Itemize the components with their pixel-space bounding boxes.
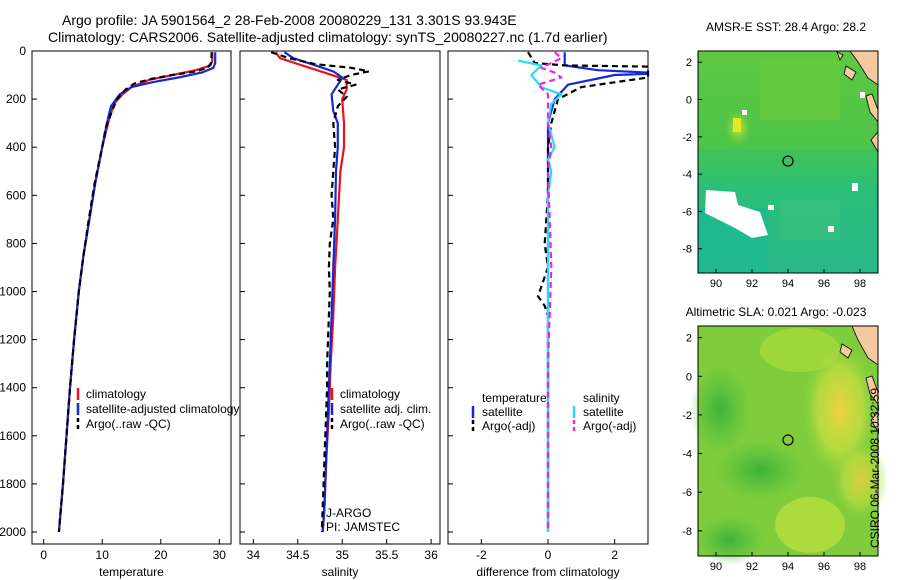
sst-map-ytick-label: 0 bbox=[686, 95, 692, 107]
depth-tick-label: 1800 bbox=[0, 477, 26, 491]
salinity-xtick-label: 34.5 bbox=[286, 548, 310, 562]
temperature-xtick-label: 20 bbox=[154, 548, 168, 562]
depth-tick-label: 0 bbox=[19, 44, 26, 58]
sst-map-xtick-label: 96 bbox=[818, 278, 830, 290]
sla-map-xtick-label: 92 bbox=[746, 561, 758, 573]
panel-salinity-frame bbox=[239, 50, 441, 545]
temperature-xtick-label: 30 bbox=[213, 548, 227, 562]
difference-series-salinity-satellite bbox=[517, 59, 563, 532]
difference-legend-item: temperature bbox=[482, 391, 547, 405]
sst-map-ytick-label: -4 bbox=[682, 169, 692, 181]
salinity-legend-item: satellite adj. clim. bbox=[340, 402, 431, 416]
sst-map-argo-marker bbox=[782, 155, 794, 167]
difference-xtick-label: -2 bbox=[476, 548, 487, 562]
depth-tick-label: 1000 bbox=[0, 284, 26, 298]
depth-tick-label: 600 bbox=[6, 188, 26, 202]
salinity-annotation: PI: JAMSTEC bbox=[326, 520, 400, 534]
temperature-series-argo-raw-qc- bbox=[57, 52, 213, 533]
difference-series-salinity-argo-adj- bbox=[536, 51, 563, 532]
sst-map-xtick-label: 98 bbox=[854, 278, 866, 290]
depth-tick-label: 1200 bbox=[0, 333, 26, 347]
sla-map-xtick-label: 96 bbox=[818, 561, 830, 573]
difference-xtick-label: 2 bbox=[611, 548, 618, 562]
sla-map-ytick-label: -4 bbox=[682, 449, 692, 461]
salinity-legend-item: Argo(..raw -QC) bbox=[340, 417, 425, 431]
salinity-xtick-label: 34 bbox=[247, 548, 261, 562]
map-sst-map: 90 92 94 96 98 2 0 -2 -4 -6 -8 bbox=[682, 50, 879, 290]
difference-xlabel: difference from climatology bbox=[476, 565, 619, 579]
depth-tick-label: 200 bbox=[6, 92, 26, 106]
sla-map-xtick-label: 94 bbox=[782, 561, 794, 573]
sst-map-ytick-label: -8 bbox=[682, 244, 692, 256]
difference-legend-item: satellite bbox=[482, 405, 523, 419]
sst-map-title: AMSR-E SST: 28.4 Argo: 28.2 bbox=[706, 20, 866, 34]
temperature-legend-item: climatology bbox=[86, 387, 146, 401]
salinity-series-argo-raw-qc- bbox=[270, 51, 370, 533]
salinity-xtick-label: 35 bbox=[336, 548, 350, 562]
sla-map-image bbox=[690, 325, 888, 565]
difference-legend-item: Argo(-adj) bbox=[583, 419, 636, 433]
sla-map-ytick-label: -2 bbox=[682, 410, 692, 422]
sst-map-xtick-label: 94 bbox=[782, 278, 794, 290]
depth-tick-label: 800 bbox=[6, 236, 26, 250]
salinity-series-satellite-adj-clim- bbox=[283, 51, 344, 533]
depth-tick-label: 2000 bbox=[0, 525, 26, 539]
sla-map-xtick-label: 98 bbox=[854, 561, 866, 573]
sla-map-ytick-label: 2 bbox=[686, 333, 692, 345]
difference-series-temperature-argo-adj- bbox=[527, 51, 650, 532]
sla-map-ytick-label: -8 bbox=[682, 526, 692, 538]
sst-map-ytick-label: -2 bbox=[682, 132, 692, 144]
sla-map-argo-marker bbox=[782, 434, 794, 446]
temperature-legend-item: Argo(..raw -QC) bbox=[86, 417, 171, 431]
sla-map-ytick-label: 0 bbox=[686, 371, 692, 383]
map-sla-map: 90 92 94 96 98 2 0 -2 -4 -6 -8 bbox=[682, 325, 879, 573]
depth-tick-label: 1600 bbox=[0, 429, 26, 443]
sst-map-xtick-label: 90 bbox=[710, 278, 722, 290]
depth-tick-label: 400 bbox=[6, 140, 26, 154]
salinity-xtick-label: 35.5 bbox=[375, 548, 399, 562]
difference-legend-item: salinity bbox=[583, 391, 620, 405]
difference-legend-item: satellite bbox=[583, 405, 624, 419]
difference-legend-item: Argo(-adj) bbox=[482, 419, 535, 433]
temperature-xtick-label: 10 bbox=[96, 548, 110, 562]
salinity-xtick-label: 36 bbox=[424, 548, 438, 562]
panel-difference: -2 0 2 difference from climatology bbox=[447, 50, 650, 579]
sst-map-image bbox=[698, 50, 879, 273]
panel-temperature-frame bbox=[31, 50, 232, 545]
temperature-xlabel: temperature bbox=[99, 565, 164, 579]
sla-map-xtick-label: 90 bbox=[710, 561, 722, 573]
panel-salinity: 34 34.5 35 35.5 36 salinity bbox=[239, 50, 441, 579]
temperature-legend-item: satellite-adjusted climatology bbox=[86, 402, 239, 416]
difference-xtick-label: 0 bbox=[545, 548, 552, 562]
footer-timestamp: CSIRO 06-Mar-2008 10:32:59 bbox=[868, 387, 882, 548]
temperature-xtick-label: 0 bbox=[40, 548, 47, 562]
sst-map-ytick-label: -6 bbox=[682, 206, 692, 218]
figure-title-line2: Climatology: CARS2006. Satellite-adjuste… bbox=[48, 29, 608, 45]
sla-map-title: Altimetric SLA: 0.021 Argo: -0.023 bbox=[686, 305, 867, 319]
figure-title-line1: Argo profile: JA 5901564_2 28-Feb-2008 2… bbox=[62, 12, 517, 28]
sst-map-ytick-label: 2 bbox=[686, 57, 692, 69]
sla-map-ytick-label: -6 bbox=[682, 487, 692, 499]
salinity-legend-item: climatology bbox=[340, 387, 400, 401]
salinity-annotation: J-ARGO bbox=[326, 506, 371, 520]
depth-tick-label: 1400 bbox=[0, 381, 26, 395]
sst-map-xtick-label: 92 bbox=[746, 278, 758, 290]
panel-temperature: 0 10 20 30 temperature 0 200 400 600 800 1000 1200 1… bbox=[0, 44, 232, 579]
salinity-xlabel: salinity bbox=[322, 565, 359, 579]
